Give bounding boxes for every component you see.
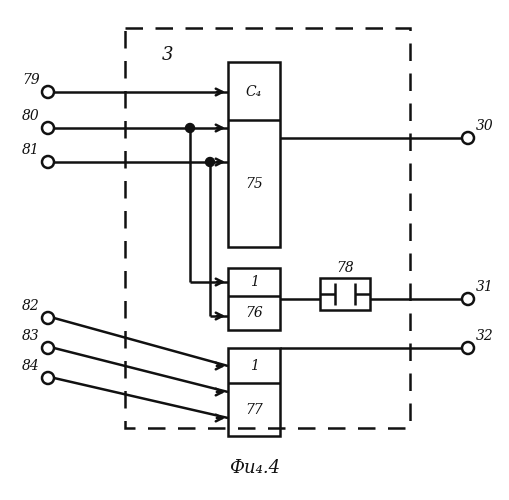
Text: 76: 76 bbox=[245, 306, 262, 320]
Text: 78: 78 bbox=[335, 261, 353, 275]
Circle shape bbox=[185, 124, 194, 132]
Circle shape bbox=[461, 293, 473, 305]
Circle shape bbox=[42, 122, 54, 134]
Text: 84: 84 bbox=[22, 359, 40, 373]
Text: 79: 79 bbox=[22, 73, 40, 87]
Text: 31: 31 bbox=[475, 280, 493, 294]
Text: 30: 30 bbox=[475, 119, 493, 133]
Text: 82: 82 bbox=[22, 299, 40, 313]
Circle shape bbox=[461, 132, 473, 144]
Text: C₄: C₄ bbox=[245, 85, 262, 99]
Text: 3: 3 bbox=[162, 46, 174, 64]
Text: 80: 80 bbox=[22, 109, 40, 123]
Circle shape bbox=[42, 342, 54, 354]
Text: 1: 1 bbox=[249, 275, 258, 289]
Circle shape bbox=[42, 86, 54, 98]
Bar bbox=[228, 268, 279, 330]
Text: 77: 77 bbox=[245, 402, 262, 416]
Circle shape bbox=[42, 156, 54, 168]
Text: 83: 83 bbox=[22, 329, 40, 343]
Bar bbox=[319, 278, 369, 310]
Text: 81: 81 bbox=[22, 143, 40, 157]
Text: 32: 32 bbox=[475, 329, 493, 343]
Circle shape bbox=[42, 312, 54, 324]
Bar bbox=[228, 62, 279, 247]
Text: Фи₄.4: Фи₄.4 bbox=[229, 459, 280, 477]
Bar bbox=[228, 348, 279, 436]
Text: 75: 75 bbox=[245, 176, 262, 190]
Bar bbox=[125, 28, 409, 428]
Circle shape bbox=[42, 372, 54, 384]
Circle shape bbox=[461, 342, 473, 354]
Text: 1: 1 bbox=[249, 359, 258, 373]
Circle shape bbox=[205, 158, 214, 166]
